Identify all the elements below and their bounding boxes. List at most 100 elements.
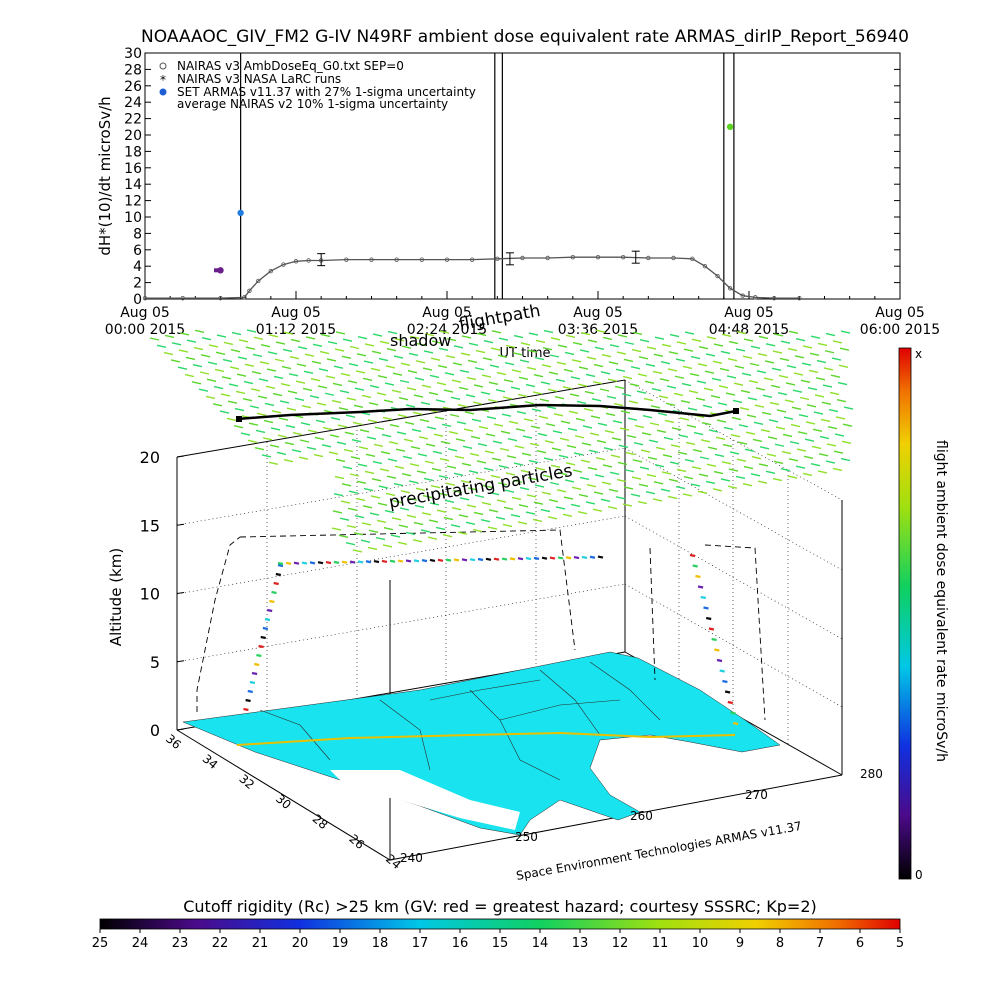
particle-mark: [841, 440, 852, 445]
particle-mark: [542, 474, 553, 478]
particle-mark: [321, 444, 332, 448]
particle-mark: [814, 394, 825, 398]
particle-mark: [669, 333, 680, 338]
particle-mark: [721, 333, 732, 337]
particle-mark: [810, 462, 821, 467]
alt-tick: [176, 523, 185, 526]
particle-mark: [757, 352, 768, 357]
flight-segment: [365, 560, 372, 564]
particle-mark: [773, 460, 784, 465]
particle-mark: [470, 435, 481, 440]
particle-mark: [500, 430, 511, 435]
particle-mark: [353, 404, 364, 409]
particle-mark: [164, 334, 175, 339]
particle-mark: [486, 416, 497, 420]
particle-mark: [237, 356, 248, 360]
particle-mark: [459, 369, 470, 373]
map-gulf: [330, 770, 520, 830]
particle-mark: [643, 397, 654, 402]
particle-mark: [769, 401, 780, 406]
particle-mark: [252, 353, 263, 358]
particle-mark: [622, 375, 633, 380]
particle-mark: [703, 387, 714, 392]
series-point-nairas-v3: [394, 257, 399, 262]
particle-mark: [739, 407, 750, 411]
particle-mark: [261, 454, 272, 458]
particle-mark: [671, 427, 682, 431]
top-chart-title: NOAAAOC_GIV_FM2 G-IV N49RF ambient dose …: [141, 27, 909, 47]
particle-mark: [572, 469, 583, 473]
y-tick-label: 22: [124, 112, 142, 128]
particle-mark: [623, 486, 634, 490]
particle-mark: [440, 440, 451, 445]
flight-segment: [708, 627, 715, 631]
flight-segment: [301, 561, 308, 565]
particle-mark: [758, 463, 769, 467]
particle-mark: [640, 449, 651, 453]
particle-mark: [601, 353, 612, 358]
particle-mark: [548, 371, 559, 375]
particle-mark: [747, 397, 758, 401]
particle-mark: [246, 329, 257, 333]
particle-mark: [582, 425, 593, 429]
particle-mark: [347, 380, 358, 384]
particle-mark: [412, 411, 423, 415]
altitude-axis: 0 5 10 15 20: [140, 448, 185, 740]
particle-mark: [802, 345, 813, 349]
particle-mark: [541, 491, 552, 496]
particle-mark: [499, 447, 510, 452]
series-point-nairas-v3: [595, 254, 601, 260]
flight-segment: [421, 559, 428, 563]
particle-mark: [631, 476, 642, 480]
particle-mark: [305, 336, 316, 340]
particle-mark: [324, 392, 335, 396]
flight-segment: [477, 557, 484, 562]
particle-mark: [503, 506, 514, 511]
particle-mark: [446, 337, 457, 342]
particle-mark: [638, 356, 649, 360]
particle-mark: [447, 448, 458, 452]
flightpath-end-marker: [733, 408, 739, 414]
particle-mark: [575, 417, 586, 422]
particle-mark: [219, 410, 230, 414]
series-point-nairas-v3: [344, 257, 349, 262]
particle-mark: [568, 410, 579, 414]
particle-mark: [384, 509, 395, 514]
flight-segment: [349, 560, 356, 564]
x-tick-label-time: 00:00 2015: [105, 322, 185, 338]
flight-segment: [722, 679, 728, 684]
particle-mark: [425, 443, 436, 447]
particle-mark: [756, 370, 767, 374]
particle-mark: [796, 448, 807, 452]
flight-segment: [389, 559, 396, 563]
particle-mark: [383, 527, 394, 531]
particle-mark: [283, 331, 294, 335]
particle-mark: [723, 426, 734, 431]
lat-tick-label: 36: [163, 732, 184, 753]
particle-mark: [692, 449, 703, 453]
particle-mark: [506, 455, 517, 459]
particle-mark: [348, 490, 359, 494]
particle-mark: [179, 332, 190, 336]
flight-segment: [501, 557, 508, 561]
particle-mark: [368, 402, 379, 406]
particle-mark: [441, 423, 452, 428]
flight-segment: [258, 644, 264, 649]
alt-tick: [176, 592, 185, 594]
flightpath-line: [236, 403, 737, 421]
particle-mark: [812, 428, 823, 432]
flight-segment: [493, 557, 500, 561]
flight-segment: [254, 662, 260, 667]
particle-mark: [536, 450, 547, 454]
flight-segment: [461, 558, 468, 562]
particle-mark: [799, 396, 810, 401]
particle-mark: [284, 441, 295, 446]
particle-mark: [843, 406, 854, 410]
particle-mark: [331, 527, 342, 531]
particle-mark: [513, 462, 524, 466]
particle-mark: [335, 458, 346, 463]
particle-mark: [443, 516, 454, 521]
particle-mark: [401, 472, 412, 477]
y-tick-label: 10: [124, 210, 142, 226]
particle-mark: [363, 487, 374, 492]
